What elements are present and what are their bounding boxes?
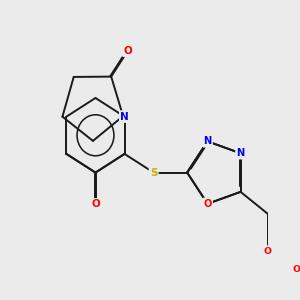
Text: O: O: [91, 199, 100, 209]
Text: N: N: [120, 112, 129, 122]
Text: N: N: [236, 148, 245, 158]
Text: O: O: [264, 247, 272, 256]
Text: O: O: [264, 247, 272, 256]
Text: S: S: [150, 168, 158, 178]
Text: N: N: [203, 136, 212, 146]
Text: N: N: [236, 148, 245, 158]
Text: O: O: [123, 46, 132, 56]
Text: O: O: [293, 265, 300, 274]
Text: N: N: [203, 136, 212, 146]
Text: O: O: [91, 199, 100, 209]
Text: O: O: [123, 46, 132, 56]
Text: S: S: [150, 168, 158, 178]
Text: O: O: [203, 199, 212, 209]
Text: N: N: [120, 112, 129, 122]
Text: O: O: [203, 199, 212, 209]
Text: O: O: [293, 265, 300, 274]
